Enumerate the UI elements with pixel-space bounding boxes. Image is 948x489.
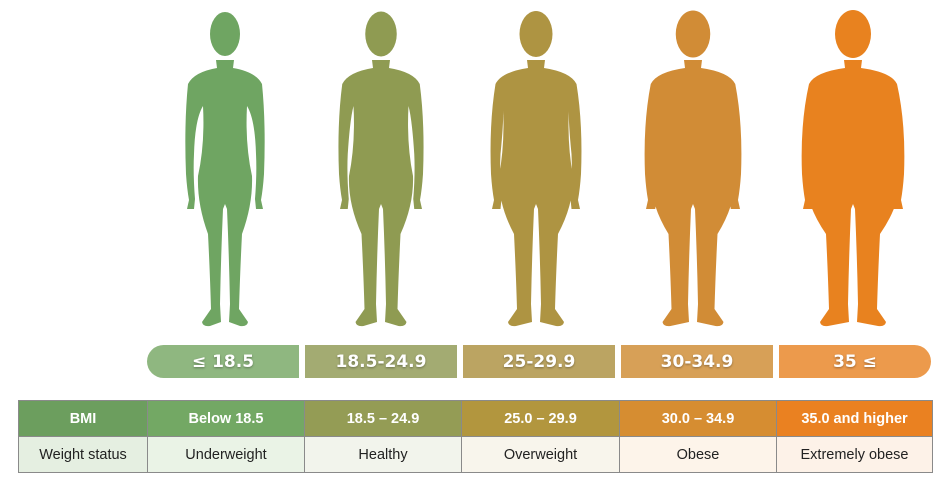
range-pill-healthy: 18.5-24.9 [305,345,457,378]
weight-status-row: Weight status Underweight Healthy Overwe… [18,436,933,473]
bmi-cell-obese: 30.0 – 34.9 [619,400,777,437]
weight-status-row-label: Weight status [18,436,148,473]
silhouette-obese [618,4,768,336]
range-pill-underweight: ≤ 18.5 [147,345,299,378]
status-cell-underweight: Underweight [147,436,305,473]
range-pill-overweight: 25-29.9 [463,345,615,378]
bmi-table: BMI Below 18.5 18.5 – 24.9 25.0 – 29.9 3… [18,400,933,473]
bmi-cell-overweight: 25.0 – 29.9 [461,400,620,437]
range-pill-extremely-obese: 35 ≤ [779,345,931,378]
bmi-cell-underweight: Below 18.5 [147,400,305,437]
status-cell-overweight: Overweight [461,436,620,473]
status-cell-obese: Obese [619,436,777,473]
silhouette-underweight [150,4,300,336]
bmi-row-label: BMI [18,400,148,437]
bmi-cell-extremely-obese: 35.0 and higher [776,400,933,437]
silhouette-overweight [461,4,611,336]
status-cell-extremely-obese: Extremely obese [776,436,933,473]
status-cell-healthy: Healthy [304,436,462,473]
silhouette-healthy [306,4,456,336]
silhouette-extremely-obese [778,4,928,336]
bmi-cell-healthy: 18.5 – 24.9 [304,400,462,437]
bmi-row: BMI Below 18.5 18.5 – 24.9 25.0 – 29.9 3… [18,400,933,437]
range-pill-obese: 30-34.9 [621,345,773,378]
